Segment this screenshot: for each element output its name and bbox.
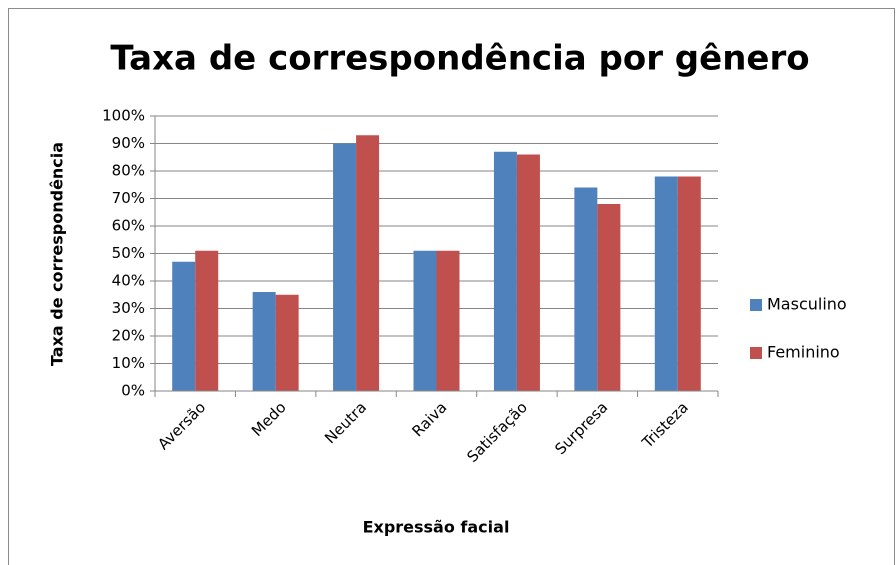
chart-title: Taxa de correspondência por gênero <box>110 39 809 79</box>
y-tick-label: 40% <box>112 272 145 290</box>
legend-swatch <box>750 347 762 359</box>
bar <box>356 135 380 391</box>
legend-label: Feminino <box>767 343 840 362</box>
x-axis-label: Expressão facial <box>363 518 510 537</box>
bar <box>413 250 437 391</box>
bar <box>574 187 598 391</box>
y-tick-label: 30% <box>112 299 145 317</box>
y-tick-label: 20% <box>112 327 145 345</box>
bar <box>654 176 678 391</box>
bar <box>172 261 196 391</box>
bar <box>333 143 357 391</box>
y-tick-label: 50% <box>112 244 145 262</box>
y-tick-label: 0% <box>121 382 145 400</box>
bar <box>436 250 460 391</box>
y-tick-label: 90% <box>112 134 145 152</box>
y-tick-label: 80% <box>112 162 145 180</box>
bar <box>275 294 299 391</box>
bar <box>597 204 621 391</box>
y-tick-label: 100% <box>102 107 145 125</box>
bar <box>493 151 517 391</box>
bar <box>252 292 276 391</box>
y-tick-label: 70% <box>112 189 145 207</box>
bar <box>516 154 540 391</box>
y-axis-label: Taxa de correspondência <box>48 142 67 366</box>
legend-swatch <box>750 299 762 311</box>
y-tick-label: 60% <box>112 217 145 235</box>
legend-label: Masculino <box>767 295 847 314</box>
y-tick-label: 10% <box>112 354 145 372</box>
bar <box>677 176 701 391</box>
bar <box>195 250 219 391</box>
